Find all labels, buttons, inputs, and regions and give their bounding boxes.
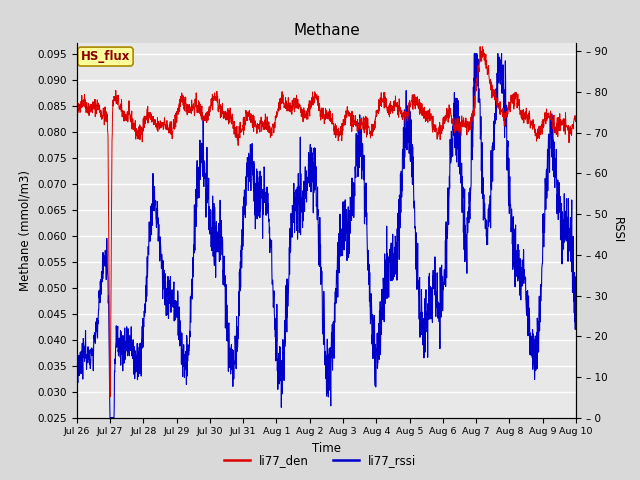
X-axis label: Time: Time [312,442,341,455]
Legend: li77_den, li77_rssi: li77_den, li77_rssi [219,449,421,472]
Y-axis label: RSSI: RSSI [611,217,624,243]
Y-axis label: Methane (mmol/m3): Methane (mmol/m3) [19,170,32,291]
Title: Methane: Methane [293,23,360,38]
Text: HS_flux: HS_flux [81,50,130,63]
